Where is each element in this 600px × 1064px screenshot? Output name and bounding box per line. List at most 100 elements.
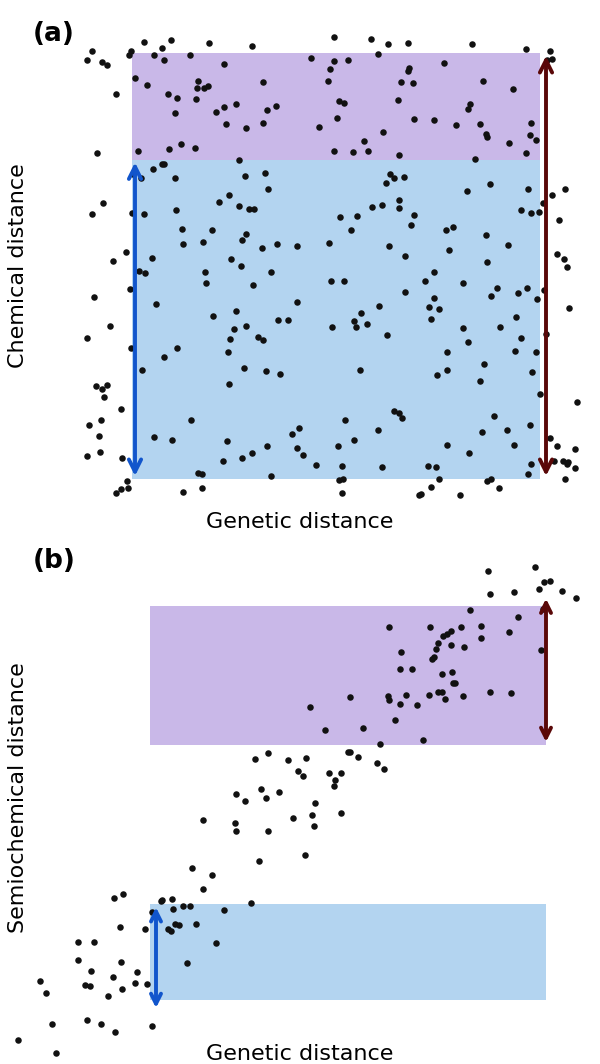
Point [224,186,234,203]
Point [329,143,339,160]
Point [226,331,235,348]
Point [477,423,487,440]
Point [356,362,365,379]
Point [247,895,256,912]
Point [397,644,406,661]
Point [362,315,372,332]
Point [352,318,361,335]
Point [102,56,112,73]
Point [230,814,240,831]
Point [221,115,230,132]
Point [187,412,196,429]
Point [158,892,167,909]
Point [170,104,179,121]
Point [338,458,347,475]
Point [284,312,293,329]
Text: (a): (a) [33,21,75,47]
Point [266,264,276,281]
Point [526,204,536,221]
Point [148,249,157,266]
Point [505,624,514,641]
Point [199,233,208,250]
Point [446,622,455,639]
Point [224,376,234,393]
Point [260,165,270,182]
Point [451,116,461,133]
Point [170,915,179,932]
Point [527,363,537,380]
Point [89,288,99,305]
Point [192,79,202,96]
Point [240,793,250,810]
Point [430,111,439,128]
Point [118,980,127,997]
Point [455,486,465,503]
Point [572,393,582,410]
Point [356,304,366,321]
Point [110,1024,119,1041]
Point [511,309,521,326]
Point [383,35,392,52]
Point [163,920,172,937]
Point [349,432,359,449]
Point [502,422,512,439]
Point [552,438,562,455]
Point [320,721,330,738]
Point [514,609,523,626]
Point [379,761,388,778]
Point [323,72,332,89]
Point [521,144,530,161]
Point [191,916,201,933]
Point [205,35,214,52]
Point [448,218,458,235]
Point [103,377,112,394]
Point [193,465,202,482]
Point [336,764,346,781]
Point [142,976,151,993]
Point [87,205,97,222]
Point [476,372,485,389]
Point [458,275,468,292]
Point [384,237,394,254]
Point [200,80,209,97]
Point [414,486,424,503]
Point [463,100,473,117]
Point [545,43,555,60]
Point [237,232,247,249]
Point [377,197,387,214]
Point [201,275,211,292]
Point [248,277,257,294]
Point [262,437,272,454]
Point [283,751,293,768]
Point [420,272,430,289]
Point [147,903,157,920]
Point [442,626,452,643]
Point [88,43,97,60]
Point [571,460,580,477]
Point [266,468,275,485]
Point [208,307,218,325]
Point [130,70,139,87]
Point [346,688,355,705]
Point [262,102,272,119]
Point [385,166,395,183]
Point [257,239,266,256]
Point [185,46,194,63]
Point [345,743,355,760]
Point [172,339,182,356]
Point [97,381,107,398]
Point [326,272,335,289]
Point [273,312,283,329]
Point [457,618,466,635]
Point [159,155,169,172]
Point [485,585,495,602]
Point [164,86,173,103]
Point [343,52,353,69]
Point [549,452,559,469]
Point [334,471,344,488]
Point [174,916,184,933]
Point [399,168,409,185]
Point [128,166,137,183]
Point [199,812,208,829]
Point [131,975,140,992]
